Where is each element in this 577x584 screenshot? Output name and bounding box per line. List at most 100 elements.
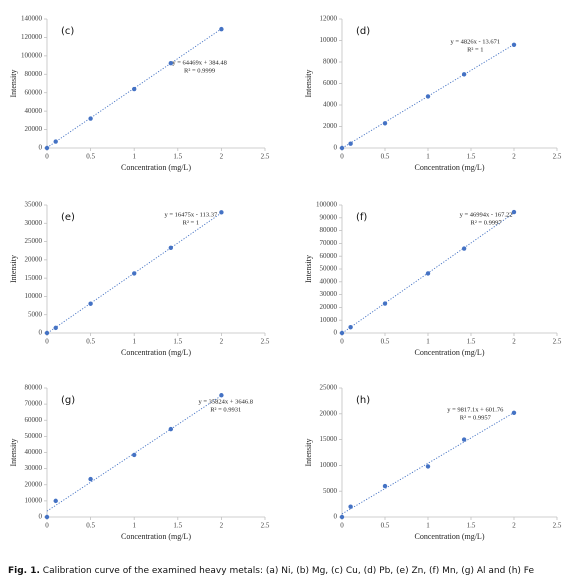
y-tick-label: 60000	[25, 88, 43, 96]
y-tick-label: 90000	[320, 213, 338, 221]
x-tick-label: 0.5	[86, 522, 95, 530]
y-tick-label: 0	[334, 144, 338, 152]
y-tick-label: 5000	[28, 310, 43, 318]
x-tick-label: 1.5	[467, 338, 476, 346]
y-tick-label: 4000	[323, 101, 338, 109]
r-squared: R² = 0.9957	[460, 414, 492, 421]
data-point	[132, 271, 137, 276]
chart-panel: 0 2000 4000 6000 8000 10000 12000 0 0.5 1 1.5 2 2.5 C…	[304, 15, 562, 172]
x-tick-label: 1.5	[467, 522, 476, 530]
x-tick-label: 0	[340, 153, 344, 161]
y-tick-label: 20000	[25, 125, 43, 133]
data-point	[168, 61, 174, 66]
caption-text: Calibration curve of the examined heavy …	[42, 566, 534, 576]
data-point	[382, 301, 388, 306]
x-tick-label: 2	[512, 338, 516, 346]
x-tick-label: 1.5	[173, 522, 182, 530]
y-tick-label: 100000	[21, 51, 43, 59]
y-tick-label: 35000	[25, 201, 43, 209]
y-tick-label: 140000	[21, 15, 43, 23]
panel-label: (e)	[61, 212, 75, 223]
data-point	[53, 325, 58, 331]
y-tick-label: 10000	[320, 316, 338, 324]
x-tick-label: 1.5	[173, 153, 182, 161]
panel-label: (c)	[61, 26, 74, 37]
y-tick-label: 12000	[320, 15, 338, 23]
data-point	[425, 271, 431, 276]
data-point	[44, 145, 50, 151]
x-tick-label: 2.5	[261, 153, 270, 161]
equation: y = 16475x - 113.37	[165, 212, 218, 219]
x-tick-label: 1	[426, 522, 430, 530]
data-point	[339, 514, 345, 520]
x-tick-label: 2	[220, 153, 224, 161]
data-point	[461, 437, 467, 442]
y-tick-label: 20000	[320, 409, 338, 417]
data-point	[348, 325, 353, 330]
panel-label: (f)	[356, 212, 367, 223]
chart-panel: 0 10000 20000 30000 40000 50000 60000 70000 8000…	[304, 201, 562, 357]
equation: y = 9817.1x + 601.76	[447, 406, 504, 413]
y-tick-label: 70000	[320, 239, 338, 247]
data-point	[461, 72, 467, 77]
data-point	[132, 452, 137, 458]
data-point	[339, 145, 345, 151]
x-axis-label: Concentration (mg/L)	[415, 532, 485, 541]
y-axis-label: Intensity	[9, 439, 18, 467]
y-tick-label: 15000	[320, 435, 338, 443]
x-axis-label: Concentration (mg/L)	[121, 348, 191, 357]
x-tick-label: 2	[220, 522, 224, 530]
y-tick-label: 50000	[25, 432, 43, 440]
x-tick-label: 0.5	[86, 338, 95, 346]
y-tick-label: 0	[39, 513, 43, 521]
data-point	[168, 426, 174, 432]
x-tick-label: 0.5	[381, 522, 390, 530]
x-tick-label: 0	[45, 153, 49, 161]
data-point	[88, 476, 93, 482]
y-tick-label: 25000	[25, 237, 43, 245]
y-tick-label: 80000	[320, 226, 338, 234]
y-tick-label: 60000	[25, 416, 43, 424]
data-point	[425, 94, 431, 99]
r-squared: R² = 1	[183, 220, 199, 227]
y-tick-label: 0	[334, 329, 338, 337]
data-point	[511, 410, 517, 415]
data-point	[132, 86, 137, 92]
data-point	[219, 210, 224, 215]
x-tick-label: 2	[512, 153, 516, 161]
data-point	[339, 330, 345, 336]
x-tick-label: 2.5	[553, 338, 562, 346]
y-axis-label: Intensity	[304, 70, 313, 98]
y-tick-label: 20000	[320, 303, 338, 311]
y-tick-label: 80000	[25, 384, 43, 392]
equation: y = 46994x - 167.22	[460, 212, 513, 219]
y-tick-label: 5000	[323, 487, 338, 495]
y-tick-label: 70000	[25, 400, 43, 408]
data-point	[382, 121, 388, 126]
y-tick-label: 80000	[25, 70, 43, 78]
y-axis-label: Intensity	[9, 70, 18, 98]
y-tick-label: 60000	[320, 252, 338, 260]
x-tick-label: 0	[45, 338, 49, 346]
x-axis-label: Concentration (mg/L)	[415, 348, 485, 357]
data-point	[219, 393, 224, 398]
y-tick-label: 10000	[320, 461, 338, 469]
y-tick-label: 40000	[320, 277, 338, 285]
data-point	[88, 301, 93, 306]
y-tick-label: 20000	[25, 255, 43, 263]
data-point	[168, 245, 174, 250]
data-point	[461, 246, 467, 251]
data-point	[88, 116, 93, 121]
y-tick-label: 2000	[323, 122, 338, 130]
x-tick-label: 2.5	[553, 153, 562, 161]
data-point	[348, 504, 353, 509]
chart-panel: 0 5000 10000 15000 20000 25000 0 0.5 1 1.5 2 2.5 Con…	[304, 384, 562, 541]
y-tick-label: 0	[334, 513, 338, 521]
x-tick-label: 0	[45, 522, 49, 530]
caption: Fig. 1. Calibration curve of the examine…	[8, 566, 534, 576]
y-tick-label: 50000	[320, 265, 338, 273]
x-tick-label: 1	[426, 153, 430, 161]
panel-label: (h)	[356, 395, 370, 406]
data-point	[425, 464, 431, 469]
